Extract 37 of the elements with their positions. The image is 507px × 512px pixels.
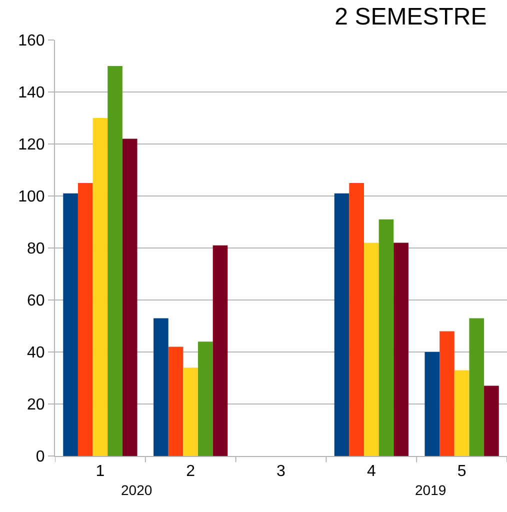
bar: [378, 219, 394, 456]
y-tick-label: 140: [18, 84, 45, 102]
y-tick-label: 160: [18, 32, 45, 50]
bar: [183, 368, 198, 456]
bar: [469, 318, 484, 456]
bar: [154, 318, 168, 456]
bar: [424, 352, 440, 456]
y-tick-label: 120: [18, 136, 45, 154]
y-tick-label: 40: [27, 344, 45, 362]
bar: [92, 118, 108, 456]
bar: [122, 138, 138, 456]
y-tick-label: 60: [27, 292, 45, 310]
bar: [394, 242, 408, 456]
bar: [364, 242, 379, 456]
bar: [484, 386, 499, 456]
x-tick-label: 4: [366, 463, 376, 480]
bar: [168, 346, 184, 456]
bar: [349, 183, 364, 456]
x-tick-label: 2: [186, 463, 196, 480]
x-tick-label: 3: [276, 463, 286, 480]
x-tick-label: 1: [96, 463, 105, 480]
bar: [212, 245, 228, 456]
text: 2020: [121, 482, 152, 498]
bar: [108, 66, 122, 456]
bar: [334, 193, 350, 456]
bar: [440, 331, 454, 456]
bar: [63, 193, 78, 456]
chart-title: 2 SEMESTRE: [334, 3, 487, 30]
bar: [198, 342, 213, 456]
y-tick-label: 0: [36, 448, 45, 466]
bar: [78, 183, 93, 456]
y-tick-label: 80: [27, 240, 45, 258]
y-tick-label: 100: [18, 188, 45, 206]
text: 2019: [415, 482, 446, 498]
bar: [454, 370, 470, 456]
y-tick-label: 20: [27, 396, 45, 414]
x-tick-label: 5: [457, 463, 466, 480]
